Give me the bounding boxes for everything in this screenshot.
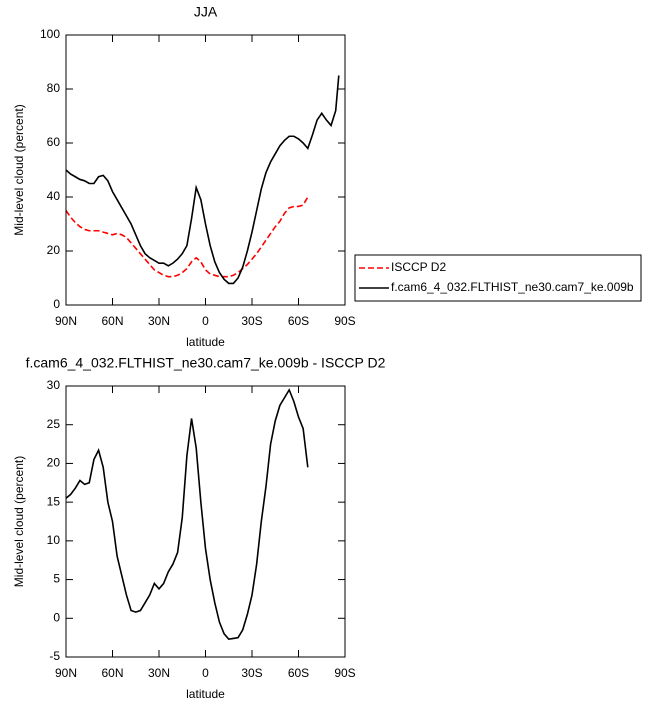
chart-title: f.cam6_4_032.FLTHIST_ne30.cam7_ke.009b -… [26,355,386,371]
data-line [65,75,340,285]
x-tick-label: 90S [334,314,355,328]
x-tick-label: 90N [55,314,77,328]
y-tick-label: 100 [40,27,60,41]
x-tick-label: 30N [148,314,170,328]
data-line [65,196,309,278]
y-tick-label: -5 [49,649,60,663]
y-tick-label: 40 [47,189,61,203]
y-tick-label: 20 [47,243,61,257]
x-tick-label: 60N [101,666,123,680]
legend-label: ISCCP D2 [391,260,446,274]
x-tick-label: 60N [101,314,123,328]
legend-box [354,254,642,302]
x-tick-label: 60S [288,666,309,680]
x-tick-label: 60S [288,314,309,328]
y-tick-label: 0 [53,610,60,624]
plot-frame [65,385,346,658]
y-axis-label: Mid-level cloud (percent) [12,104,26,235]
x-tick-label: 0 [202,314,209,328]
x-tick-label: 0 [202,666,209,680]
y-tick-label: 10 [47,533,61,547]
plot-frame [65,34,346,306]
y-tick-label: 15 [47,494,61,508]
chart-title: JJA [194,4,218,20]
x-axis-label: latitude [186,335,225,349]
x-tick-label: 30S [241,314,262,328]
data-line [65,388,309,641]
x-tick-label: 90N [55,666,77,680]
y-tick-label: 5 [53,572,60,586]
y-tick-label: 30 [47,378,61,392]
y-tick-label: 0 [53,297,60,311]
legend-label: f.cam6_4_032.FLTHIST_ne30.cam7_ke.009b [391,280,634,294]
y-tick-label: 60 [47,135,61,149]
y-tick-label: 80 [47,81,61,95]
y-tick-label: 20 [47,456,61,470]
y-tick-label: 25 [47,417,61,431]
x-tick-label: 90S [334,666,355,680]
x-axis-label: latitude [186,687,225,701]
y-axis-label: Mid-level cloud (percent) [12,456,26,587]
x-tick-label: 30S [241,666,262,680]
x-tick-label: 30N [148,666,170,680]
